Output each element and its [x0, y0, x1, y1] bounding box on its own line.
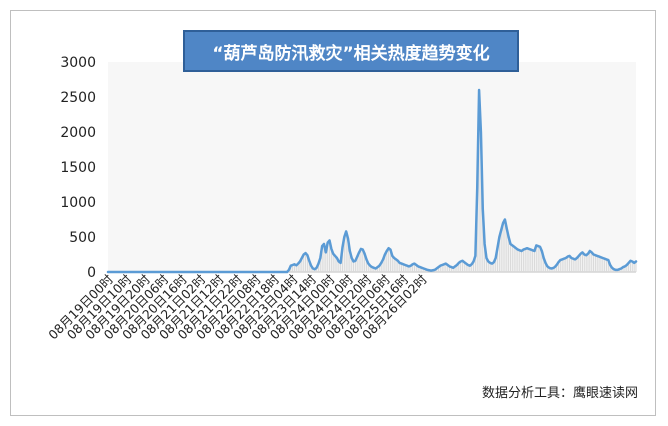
y-tick-label: 0	[87, 265, 96, 281]
y-tick-label: 500	[69, 230, 96, 246]
series-line	[106, 88, 638, 274]
chart-title: “葫芦岛防汛救灾”相关热度趋势变化	[183, 30, 519, 72]
source-note: 数据分析工具：鹰眼速读网	[481, 386, 638, 401]
y-tick-label: 3000	[60, 55, 96, 71]
y-tick-label: 1500	[60, 160, 96, 176]
y-tick-label: 2000	[60, 125, 96, 141]
y-tick-label: 2500	[60, 90, 96, 106]
plot-area	[108, 62, 636, 272]
y-tick-label: 1000	[60, 195, 96, 211]
